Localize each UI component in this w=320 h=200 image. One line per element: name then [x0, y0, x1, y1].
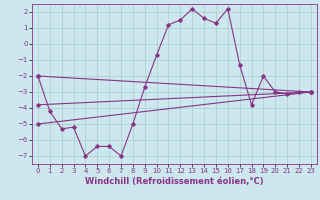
X-axis label: Windchill (Refroidissement éolien,°C): Windchill (Refroidissement éolien,°C)	[85, 177, 264, 186]
